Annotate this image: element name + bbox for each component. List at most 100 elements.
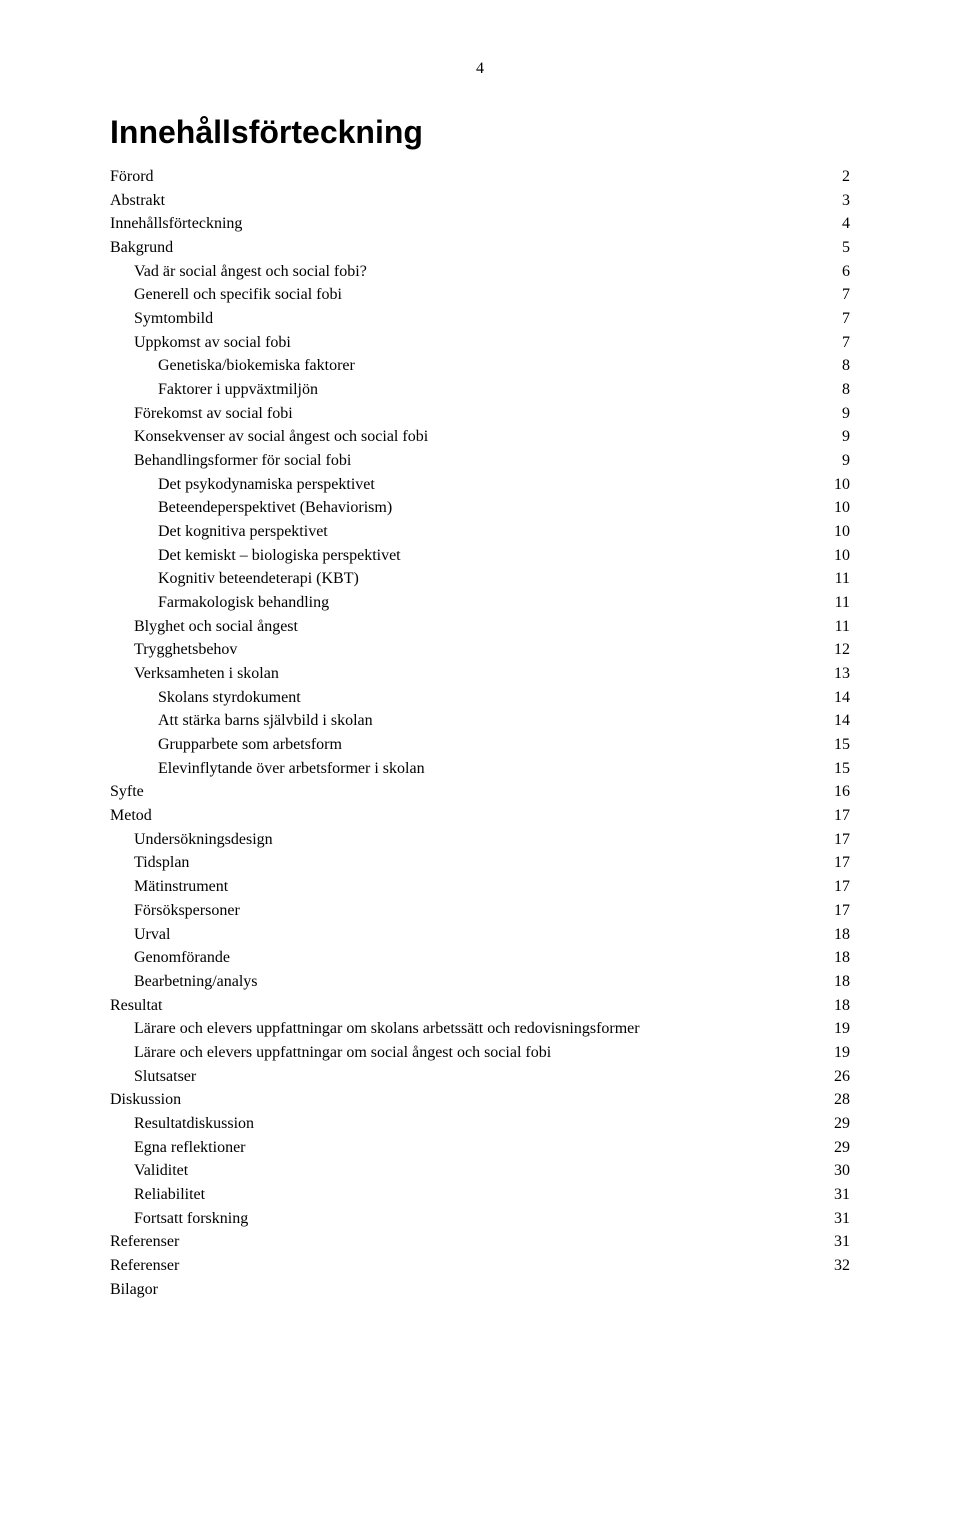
toc-entry-label: Bilagor (110, 1278, 158, 1302)
toc-entry-page: 29 (830, 1136, 850, 1160)
toc-entry: Lärare och elevers uppfattningar om soci… (110, 1041, 850, 1065)
toc-entry-label: Förekomst av social fobi (134, 402, 293, 426)
toc-entry: Faktorer i uppväxtmiljön 8 (110, 378, 850, 402)
toc-entry-label: Att stärka barns självbild i skolan (158, 709, 373, 733)
toc-entry: Referenser 32 (110, 1254, 850, 1278)
toc-entry-label: Lärare och elevers uppfattningar om skol… (134, 1017, 640, 1041)
toc-entry-label: Faktorer i uppväxtmiljön (158, 378, 318, 402)
toc-entry: Förord 2 (110, 165, 850, 189)
toc-entry-page: 11 (831, 567, 850, 591)
toc-entry-label: Skolans styrdokument (158, 686, 301, 710)
toc-entry: Genomförande 18 (110, 946, 850, 970)
toc-entry-page: 2 (838, 165, 850, 189)
toc-entry-page: 9 (838, 449, 850, 473)
toc-entry: Referenser 31 (110, 1230, 850, 1254)
toc-entry: Generell och specifik social fobi 7 (110, 283, 850, 307)
toc-entry-label: Försökspersoner (134, 899, 240, 923)
toc-entry: Vad är social ångest och social fobi? 6 (110, 260, 850, 284)
page-title: Innehållsförteckning (110, 114, 850, 151)
toc-entry-page: 18 (830, 946, 850, 970)
toc-entry-page: 4 (838, 212, 850, 236)
toc-entry-page: 8 (838, 378, 850, 402)
toc-entry: Validitet 30 (110, 1159, 850, 1183)
toc-entry-label: Grupparbete som arbetsform (158, 733, 342, 757)
toc-entry: Det psykodynamiska perspektivet 10 (110, 473, 850, 497)
toc-entry: Tidsplan 17 (110, 851, 850, 875)
toc-entry-page: 30 (830, 1159, 850, 1183)
toc-entry-page: 6 (838, 260, 850, 284)
toc-entry-page: 31 (830, 1183, 850, 1207)
toc-entry-page: 11 (831, 615, 850, 639)
toc-entry: Grupparbete som arbetsform 15 (110, 733, 850, 757)
toc-entry-page: 7 (838, 331, 850, 355)
toc-entry-page: 10 (830, 473, 850, 497)
toc-entry-label: Slutsatser (134, 1065, 196, 1089)
toc-entry: Abstrakt 3 (110, 189, 850, 213)
toc-entry: Det kemiskt – biologiska perspektivet 10 (110, 544, 850, 568)
toc-entry-label: Diskussion (110, 1088, 181, 1112)
toc-entry: Resultatdiskussion 29 (110, 1112, 850, 1136)
toc-entry-label: Beteendeperspektivet (Behaviorism) (158, 496, 392, 520)
toc-entry-page: 17 (830, 875, 850, 899)
toc-entry-label: Referenser (110, 1254, 179, 1278)
toc-entry-page: 32 (830, 1254, 850, 1278)
toc-entry-page: 28 (830, 1088, 850, 1112)
toc-entry-label: Mätinstrument (134, 875, 228, 899)
toc-entry-label: Referenser (110, 1230, 179, 1254)
toc-entry: Bilagor (110, 1278, 850, 1302)
toc-entry: Syfte 16 (110, 780, 850, 804)
toc-entry-label: Fortsatt forskning (134, 1207, 248, 1231)
toc-entry-page: 12 (830, 638, 850, 662)
toc-entry-page: 10 (830, 496, 850, 520)
toc-entry: Egna reflektioner 29 (110, 1136, 850, 1160)
toc-entry: Resultat 18 (110, 994, 850, 1018)
toc-entry-label: Egna reflektioner (134, 1136, 246, 1160)
toc-entry-page: 9 (838, 425, 850, 449)
toc-entry-page: 9 (838, 402, 850, 426)
toc-entry: Kognitiv beteendeterapi (KBT) 11 (110, 567, 850, 591)
toc-entry: Elevinflytande över arbetsformer i skola… (110, 757, 850, 781)
toc-entry-page: 5 (838, 236, 850, 260)
toc-entry-page: 10 (830, 520, 850, 544)
toc-entry-page: 16 (830, 780, 850, 804)
toc-entry: Metod 17 (110, 804, 850, 828)
toc-entry-label: Elevinflytande över arbetsformer i skola… (158, 757, 425, 781)
toc-entry-page: 7 (838, 283, 850, 307)
toc-entry: Farmakologisk behandling 11 (110, 591, 850, 615)
toc-entry: Att stärka barns självbild i skolan 14 (110, 709, 850, 733)
toc-entry-page: 11 (831, 591, 850, 615)
toc-entry-page: 31 (830, 1230, 850, 1254)
toc-entry-label: Genetiska/biokemiska faktorer (158, 354, 355, 378)
toc-entry: Undersökningsdesign 17 (110, 828, 850, 852)
toc-entry-page: 14 (830, 686, 850, 710)
toc-entry-label: Bearbetning/analys (134, 970, 258, 994)
toc-entry-label: Behandlingsformer för social fobi (134, 449, 351, 473)
toc-entry-page: 19 (830, 1017, 850, 1041)
toc-entry-page: 19 (830, 1041, 850, 1065)
toc-entry-label: Innehållsförteckning (110, 212, 242, 236)
toc-entry-label: Farmakologisk behandling (158, 591, 329, 615)
toc-entry-label: Reliabilitet (134, 1183, 205, 1207)
page-number: 4 (110, 60, 850, 78)
toc-entry-label: Blyghet och social ångest (134, 615, 298, 639)
toc-entry-page: 31 (830, 1207, 850, 1231)
toc-entry: Trygghetsbehov 12 (110, 638, 850, 662)
toc-entry-label: Det kemiskt – biologiska perspektivet (158, 544, 401, 568)
toc-entry-label: Verksamheten i skolan (134, 662, 279, 686)
toc-entry: Lärare och elevers uppfattningar om skol… (110, 1017, 850, 1041)
toc-entry-page: 3 (838, 189, 850, 213)
toc-entry-label: Tidsplan (134, 851, 189, 875)
toc-entry-label: Lärare och elevers uppfattningar om soci… (134, 1041, 551, 1065)
toc-entry-page: 17 (830, 851, 850, 875)
toc-entry: Beteendeperspektivet (Behaviorism) 10 (110, 496, 850, 520)
toc-entry-page: 14 (830, 709, 850, 733)
toc-entry: Bearbetning/analys 18 (110, 970, 850, 994)
toc-entry: Slutsatser 26 (110, 1065, 850, 1089)
toc-entry-page: 17 (830, 828, 850, 852)
toc-entry: Genetiska/biokemiska faktorer 8 (110, 354, 850, 378)
toc-entry: Fortsatt forskning 31 (110, 1207, 850, 1231)
toc-entry-page: 15 (830, 733, 850, 757)
toc-entry: Blyghet och social ångest 11 (110, 615, 850, 639)
toc-entry-page: 17 (830, 804, 850, 828)
toc-entry-label: Trygghetsbehov (134, 638, 237, 662)
